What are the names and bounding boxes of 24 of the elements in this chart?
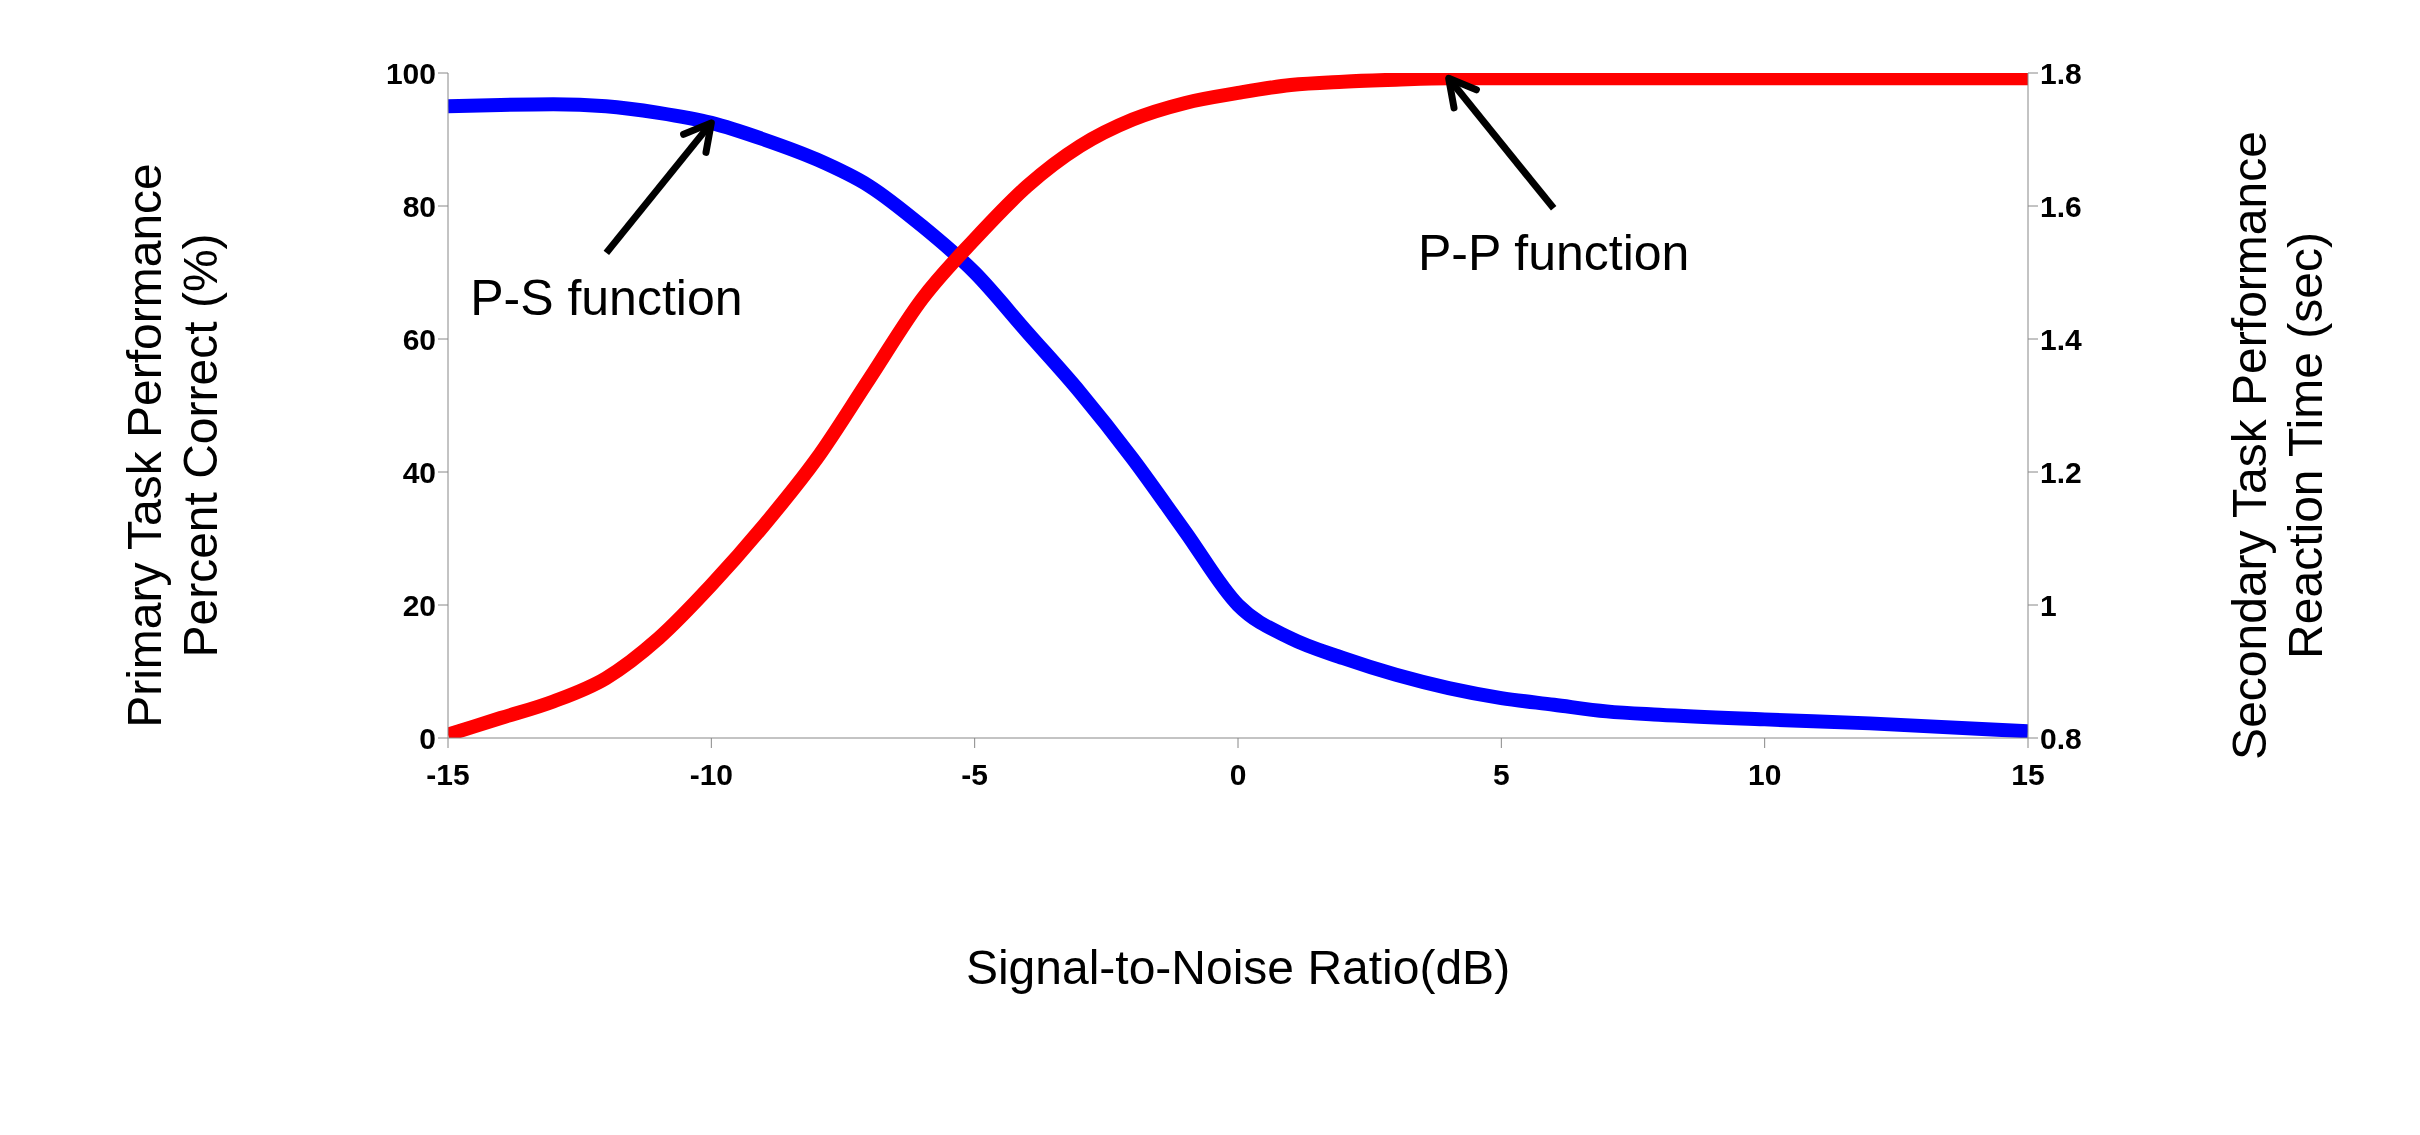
x-tick-label: -10: [689, 758, 734, 792]
y2-tick-label: 1.8: [2040, 56, 2082, 90]
y-tick-label: 40: [402, 455, 436, 489]
x-tick-label: -5: [961, 758, 989, 792]
x-tick-label: -15: [426, 758, 470, 792]
y-tick-label: 20: [402, 588, 436, 622]
annotation: P-P function: [1417, 225, 1690, 282]
x-tick-label: 0: [1229, 758, 1247, 792]
y2-tick-label: 1.4: [2040, 322, 2083, 356]
x-tick-label: 5: [1492, 758, 1510, 792]
y2-tick-label: 1.6: [2040, 189, 2082, 223]
y2-axis-title: Secondary Task Performance Reaction Time (sec): [2223, 131, 2332, 760]
y2-tick-label: 0.8: [2040, 721, 2082, 755]
y-tick-label: 0: [419, 721, 436, 755]
x-tick-label: 15: [2011, 758, 2045, 792]
x-tick-label: 10: [1747, 758, 1782, 792]
annotation: P-S function: [470, 269, 743, 326]
y-tick-label: 80: [402, 189, 436, 223]
y-axis-title: Primary Task Performance Percent Correct (%): [118, 163, 227, 728]
y-tick-label: 60: [402, 322, 436, 356]
x-axis-title: Signal-to-Noise Ratio(dB): [965, 941, 1511, 994]
y2-tick-label: 1.2: [2040, 455, 2082, 489]
y-tick-label: 100: [385, 56, 436, 90]
y2-tick-label: 1: [2040, 588, 2057, 622]
